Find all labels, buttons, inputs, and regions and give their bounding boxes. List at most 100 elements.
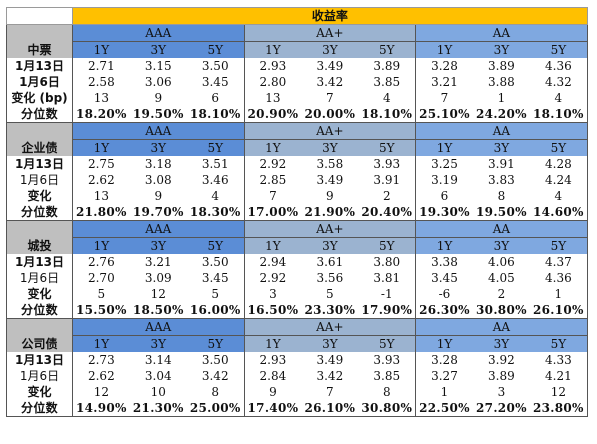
title-row: 收益率 [6,7,588,25]
rating-header-cell [530,24,588,42]
value-cell: 21.90% [301,204,359,221]
value-cell: 3.21 [415,74,473,90]
row-label: 分位数 [6,106,73,123]
value-cell: 2.93 [243,58,302,74]
rating-header-cell [71,122,130,140]
value-cell: 3.85 [358,368,417,384]
value-cell: 17.90% [358,302,417,319]
value-cell: 7 [415,90,473,106]
tenor-header-row: 1Y 3Y 5Y 1Y 3Y 5Y 1Y 3Y 5Y [7,335,588,352]
rating-header-cell [186,24,245,42]
rating-header-cell [243,318,302,336]
value-cell: 26.10% [301,400,359,417]
value-cell: 8 [358,384,417,400]
tenor-header-cell: 1Y [243,237,302,254]
rating-header-cell [530,122,588,140]
tenor-header-cell: 1Y [243,335,302,352]
value-cell: 3.27 [415,368,473,384]
table-row: 变化 (bp) 13 9 6 13 7 4 7 1 4 [6,90,588,106]
value-cell: 3 [497,385,506,399]
value-cell: 24.20% [472,106,530,123]
value-cell: 5 [71,286,130,302]
value-cell: 18.20% [71,106,130,123]
value-cell: 21.30% [129,400,187,417]
tenor-header-cell: 5Y [358,41,417,58]
table-row: 1月6日 2.70 3.09 3.45 2.92 3.56 3.81 3.45 4.05 4.36 [6,270,588,286]
value-cell: 3.46 [186,172,245,188]
value-cell: 14.60% [530,204,588,221]
value-cell: 3.08 [144,173,172,187]
table-row: 分位数 14.90% 21.30% 25.00% 17.40% 26.10% 30.80% 2… [6,400,588,417]
value-cell: 7 [326,385,334,399]
value-cell: 3.91 [358,172,417,188]
tenor-header-cell: 5Y [530,335,588,352]
row-label: 分位数 [6,302,73,319]
tenor-header-cell: 3Y [301,335,359,352]
tenor-header-cell: 3Y [472,335,530,352]
value-cell: 3.49 [316,173,344,187]
tenor-header-cell: 3Y [472,237,530,254]
rating-header-cell: AA+ [301,24,359,42]
rating-header-row: 公司债 AAA AA+ AA [6,318,588,352]
tenor-header-cell: 3Y [301,139,359,156]
value-cell: 3.83 [488,173,515,187]
value-cell: 2.71 [71,58,130,74]
rating-header-cell: AA [472,318,530,336]
value-cell: 20.00% [301,106,359,123]
rating-header-cell [415,24,473,42]
value-cell: 2 [497,287,506,301]
table-row: 分位数 15.50% 18.50% 16.00% 16.50% 23.30% 17.90% 2… [6,302,588,319]
tenor-header-cell: 1Y [415,139,473,156]
tenor-header-cell: 3Y [129,41,187,58]
row-label: 分位数 [6,204,73,221]
tenor-header-cell: 1Y [243,41,302,58]
value-cell: 9 [154,189,163,203]
value-cell: 17.00% [243,204,302,221]
value-cell: 3.18 [144,157,172,171]
value-cell: 2.80 [243,74,302,90]
value-cell: -1 [358,286,417,302]
row-label: 1月13日 [6,254,73,270]
value-cell: 4.36 [530,58,588,74]
value-cell: 26.30% [415,302,473,319]
value-cell: 30.80% [358,400,417,417]
value-cell: 3.25 [415,156,473,172]
rating-header-cell: AAA [129,318,187,336]
rating-header-cell [415,122,473,140]
value-cell: 3.50 [186,254,245,270]
value-cell: 22.50% [415,400,473,417]
value-cell: 3.92 [488,353,515,367]
rating-header-cell: AA [472,122,530,140]
value-cell: 18.10% [186,106,245,123]
corner-cell [6,7,73,25]
value-cell: -6 [415,286,473,302]
tenor-header-row: 1Y 3Y 5Y 1Y 3Y 5Y 1Y 3Y 5Y [7,139,588,156]
tenor-header-cell: 5Y [186,237,245,254]
value-cell: 4.36 [530,270,588,286]
value-cell: 3.88 [488,75,515,89]
rating-header-cell [243,24,302,42]
value-cell: 16.00% [186,302,245,319]
value-cell: 14.90% [71,400,130,417]
value-cell: 15.50% [71,302,130,319]
yield-table-body: 收益率 中票 AAA AA+ AA 1Y 3Y 5Y 1Y 3Y 5Y 1Y 3Y 5Y 1月13日 2.71… [6,7,588,417]
value-cell: 26.10% [530,302,588,319]
value-cell: 3.49 [316,59,344,73]
value-cell: 23.80% [530,400,588,417]
value-cell: 19.50% [129,106,187,123]
tenor-header-cell: 5Y [186,335,245,352]
value-cell: 3.58 [316,157,344,171]
value-cell: 3.50 [186,352,245,368]
value-cell: 3.91 [488,157,515,171]
table-row: 1月6日 2.62 3.08 3.46 2.85 3.49 3.91 3.19 3.83 4.24 [6,172,588,188]
tenor-header-cell: 1Y [415,41,473,58]
value-cell: 2.94 [243,254,302,270]
value-cell: 3.42 [316,75,344,89]
row-label: 变化 [6,188,73,204]
value-cell: 18.30% [186,204,245,221]
rating-header-cell: AA+ [301,122,359,140]
value-cell: 8 [497,189,506,203]
rating-header-cell: AA [472,220,530,238]
tenor-header-cell: 3Y [301,237,359,254]
value-cell: 3.80 [358,254,417,270]
